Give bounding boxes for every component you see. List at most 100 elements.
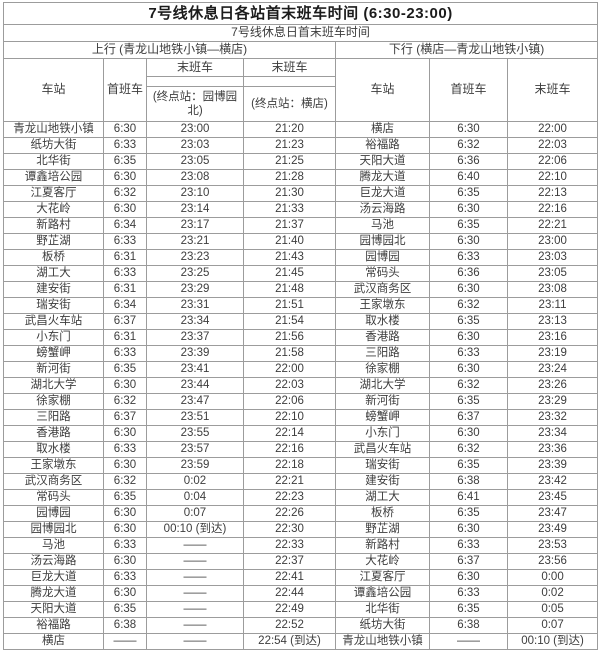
up-first-train-cell: 6:37 — [103, 313, 147, 330]
down-station-cell: 巨龙大道 — [335, 185, 430, 202]
table-row: 小东门 6:31 23:37 21:56 香港路 6:30 23:16 — [3, 329, 599, 346]
down-last-train-cell: 23:49 — [506, 521, 599, 538]
header-gap-cell — [146, 76, 244, 87]
down-station-cell: 腾龙大道 — [335, 169, 430, 186]
up-station-cell: 瑞安街 — [3, 297, 104, 314]
up-station-cell: 野芷湖 — [3, 233, 104, 250]
up-last-train-ybyb-cell: 23:29 — [146, 281, 244, 298]
down-first-train-cell: 6:37 — [429, 553, 508, 570]
up-station-cell: 香港路 — [3, 425, 104, 442]
down-station-cell: 谭鑫培公园 — [335, 585, 430, 602]
down-station-header: 车站 — [335, 58, 430, 122]
down-station-cell: 园博园北 — [335, 233, 430, 250]
up-first-train-cell: 6:33 — [103, 345, 147, 362]
down-station-cell: 建安街 — [335, 473, 430, 490]
down-first-train-cell: 6:36 — [429, 265, 508, 282]
up-last-train-hd-cell: 22:18 — [243, 457, 336, 474]
up-last-train-hd-cell: 21:56 — [243, 329, 336, 346]
table-row: 江夏客厅 6:32 23:10 21:30 巨龙大道 6:35 22:13 — [3, 185, 599, 202]
up-direction-label: 上行 (青龙山地铁小镇—横店) — [3, 41, 336, 59]
up-last-train-ybyb-cell: 23:31 — [146, 297, 244, 314]
down-last-train-cell: 23:34 — [506, 425, 599, 442]
down-first-train-cell: 6:36 — [429, 153, 508, 170]
up-first-train-cell: 6:32 — [103, 473, 147, 490]
down-last-train-cell: 22:21 — [506, 217, 599, 234]
up-station-cell: 纸坊大街 — [3, 137, 104, 154]
down-first-train-cell: 6:35 — [429, 185, 508, 202]
table-row: 取水楼 6:33 23:57 22:16 武昌火车站 6:32 23:36 — [3, 441, 599, 458]
down-last-train-cell: 23:42 — [506, 473, 599, 490]
up-first-train-cell: 6:30 — [103, 505, 147, 522]
up-first-train-cell: 6:33 — [103, 441, 147, 458]
up-station-cell: 园博园北 — [3, 521, 104, 538]
up-first-train-cell: 6:30 — [103, 457, 147, 474]
up-first-train-cell: 6:31 — [103, 329, 147, 346]
up-first-train-cell: 6:35 — [103, 489, 147, 506]
down-first-train-cell: 6:33 — [429, 345, 508, 362]
down-first-train-cell: 6:30 — [429, 329, 508, 346]
down-last-train-cell: 23:56 — [506, 553, 599, 570]
up-station-cell: 新路村 — [3, 217, 104, 234]
table-row: 巨龙大道 6:33 —— 22:41 江夏客厅 6:30 0:00 — [3, 569, 599, 586]
header-note-row: (终点站：园博园北) (终点站：横店) — [4, 86, 598, 122]
table-row: 纸坊大街 6:33 23:03 21:23 裕福路 6:32 22:03 — [3, 137, 599, 154]
up-last-train-ybyb-cell: 23:00 — [146, 121, 244, 138]
down-station-cell: 武昌火车站 — [335, 441, 430, 458]
down-last-train-cell: 23:47 — [506, 505, 599, 522]
up-last-train-hd-cell: 22:30 — [243, 521, 336, 538]
up-last-train-hd-cell: 22:37 — [243, 553, 336, 570]
down-station-cell: 横店 — [335, 121, 430, 138]
down-last-train-cell: 23:00 — [506, 233, 599, 250]
down-first-train-cell: —— — [429, 633, 508, 650]
up-first-train-cell: 6:30 — [103, 425, 147, 442]
down-last-train-cell: 23:26 — [506, 377, 599, 394]
table-row: 武昌火车站 6:37 23:34 21:54 取水楼 6:35 23:13 — [3, 313, 599, 330]
down-first-train-cell: 6:35 — [429, 601, 508, 618]
down-station-cell: 天阳大道 — [335, 153, 430, 170]
table-row: 武汉商务区 6:32 0:02 22:21 建安街 6:38 23:42 — [3, 473, 599, 490]
table-row: 横店 —— —— 22:54 (到达) 青龙山地铁小镇 —— 00:10 (到达) — [3, 633, 599, 650]
down-first-train-cell: 6:30 — [429, 361, 508, 378]
down-direction-label: 下行 (横店—青龙山地铁小镇) — [334, 41, 599, 59]
down-station-cell: 常码头 — [335, 265, 430, 282]
up-last-train-hd-cell: 21:58 — [243, 345, 336, 362]
table-row: 青龙山地铁小镇 6:30 23:00 21:20 横店 6:30 22:00 — [3, 121, 599, 138]
down-first-train-header: 首班车 — [429, 58, 508, 122]
up-last-train-ybyb-cell: —— — [146, 585, 244, 602]
table-row: 三阳路 6:37 23:51 22:10 螃蟹岬 6:37 23:32 — [3, 409, 599, 426]
down-first-train-cell: 6:38 — [429, 617, 508, 634]
up-last-train-ybyb-cell: 23:34 — [146, 313, 244, 330]
subtitle-row: 7号线休息日首末班车时间 — [2, 24, 599, 42]
up-station-cell: 湖北大学 — [3, 377, 104, 394]
up-station-cell: 江夏客厅 — [3, 185, 104, 202]
down-last-train-cell: 23:16 — [506, 329, 599, 346]
up-first-train-cell: 6:38 — [103, 617, 147, 634]
up-first-train-cell: 6:32 — [103, 393, 147, 410]
up-first-train-cell: 6:32 — [103, 185, 147, 202]
table-row: 北华街 6:35 23:05 21:25 天阳大道 6:36 22:06 — [3, 153, 599, 170]
up-last-train-hd-cell: 22:49 — [243, 601, 336, 618]
down-last-train-cell: 23:39 — [506, 457, 599, 474]
up-last-train-ybyb-cell: 23:17 — [146, 217, 244, 234]
down-first-train-cell: 6:32 — [429, 297, 508, 314]
up-last-train-header-ybyb: 末班车 — [146, 58, 244, 77]
down-first-train-cell: 6:30 — [429, 121, 508, 138]
up-last-train-hd-cell: 21:51 — [243, 297, 336, 314]
up-last-train-ybyb-cell: 23:14 — [146, 201, 244, 218]
up-first-train-cell: 6:35 — [103, 601, 147, 618]
up-first-train-cell: 6:31 — [103, 249, 147, 266]
up-last-train-ybyb-cell: 0:02 — [146, 473, 244, 490]
up-first-train-cell: 6:35 — [103, 153, 147, 170]
table-row: 大花岭 6:30 23:14 21:33 汤云海路 6:30 22:16 — [3, 201, 599, 218]
down-station-cell: 江夏客厅 — [335, 569, 430, 586]
down-last-train-cell: 23:13 — [506, 313, 599, 330]
timetable-header: 7号线休息日各站首末班车时间 (6:30-23:00) 7号线休息日首末班车时间… — [2, 2, 599, 122]
down-first-train-cell: 6:32 — [429, 377, 508, 394]
up-last-train-ybyb-cell: 23:10 — [146, 185, 244, 202]
down-station-cell: 裕福路 — [335, 137, 430, 154]
down-first-train-cell: 6:32 — [429, 137, 508, 154]
table-row: 野芷湖 6:33 23:21 21:40 园博园北 6:30 23:00 — [3, 233, 599, 250]
up-first-train-cell: 6:33 — [103, 537, 147, 554]
